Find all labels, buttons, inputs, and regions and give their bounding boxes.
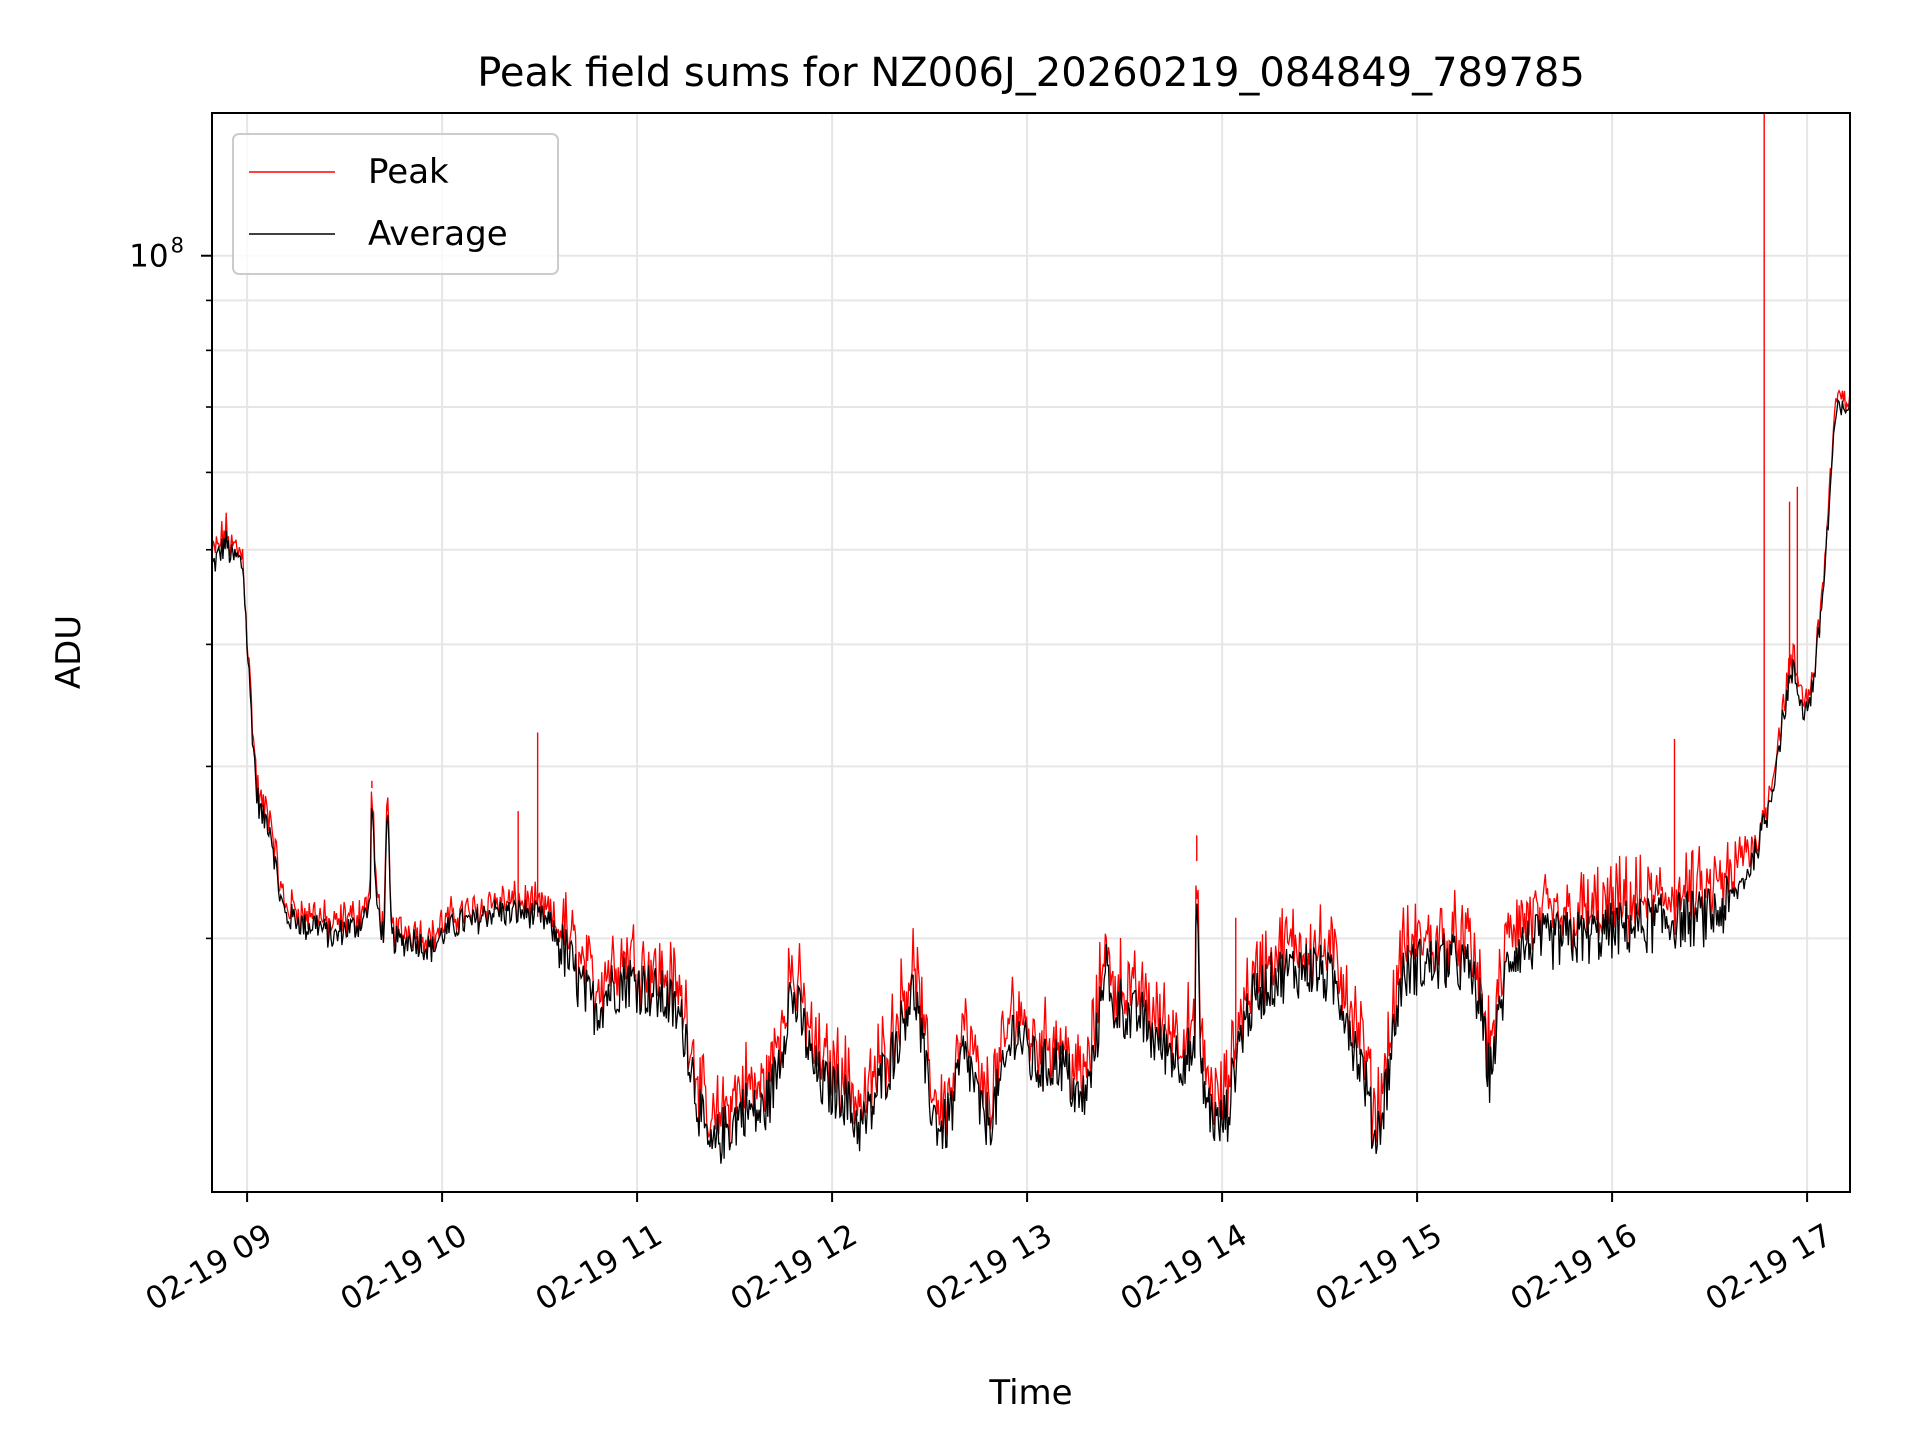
chart-title: Peak field sums for NZ006J_20260219_0848…	[477, 50, 1585, 96]
legend-average-label: Average	[368, 214, 508, 254]
x-axis-label: Time	[988, 1373, 1072, 1413]
y-axis-label: ADU	[49, 615, 89, 689]
legend-peak-label: Peak	[368, 152, 449, 192]
average-line	[212, 395, 1850, 1164]
legend-box	[232, 133, 559, 275]
y-tick-label: 108	[129, 234, 184, 275]
legend: Peak Average	[232, 133, 559, 275]
plot-frame	[211, 112, 1851, 1193]
average-series	[212, 395, 1850, 1164]
y-axis-ticks: 108	[129, 234, 212, 940]
